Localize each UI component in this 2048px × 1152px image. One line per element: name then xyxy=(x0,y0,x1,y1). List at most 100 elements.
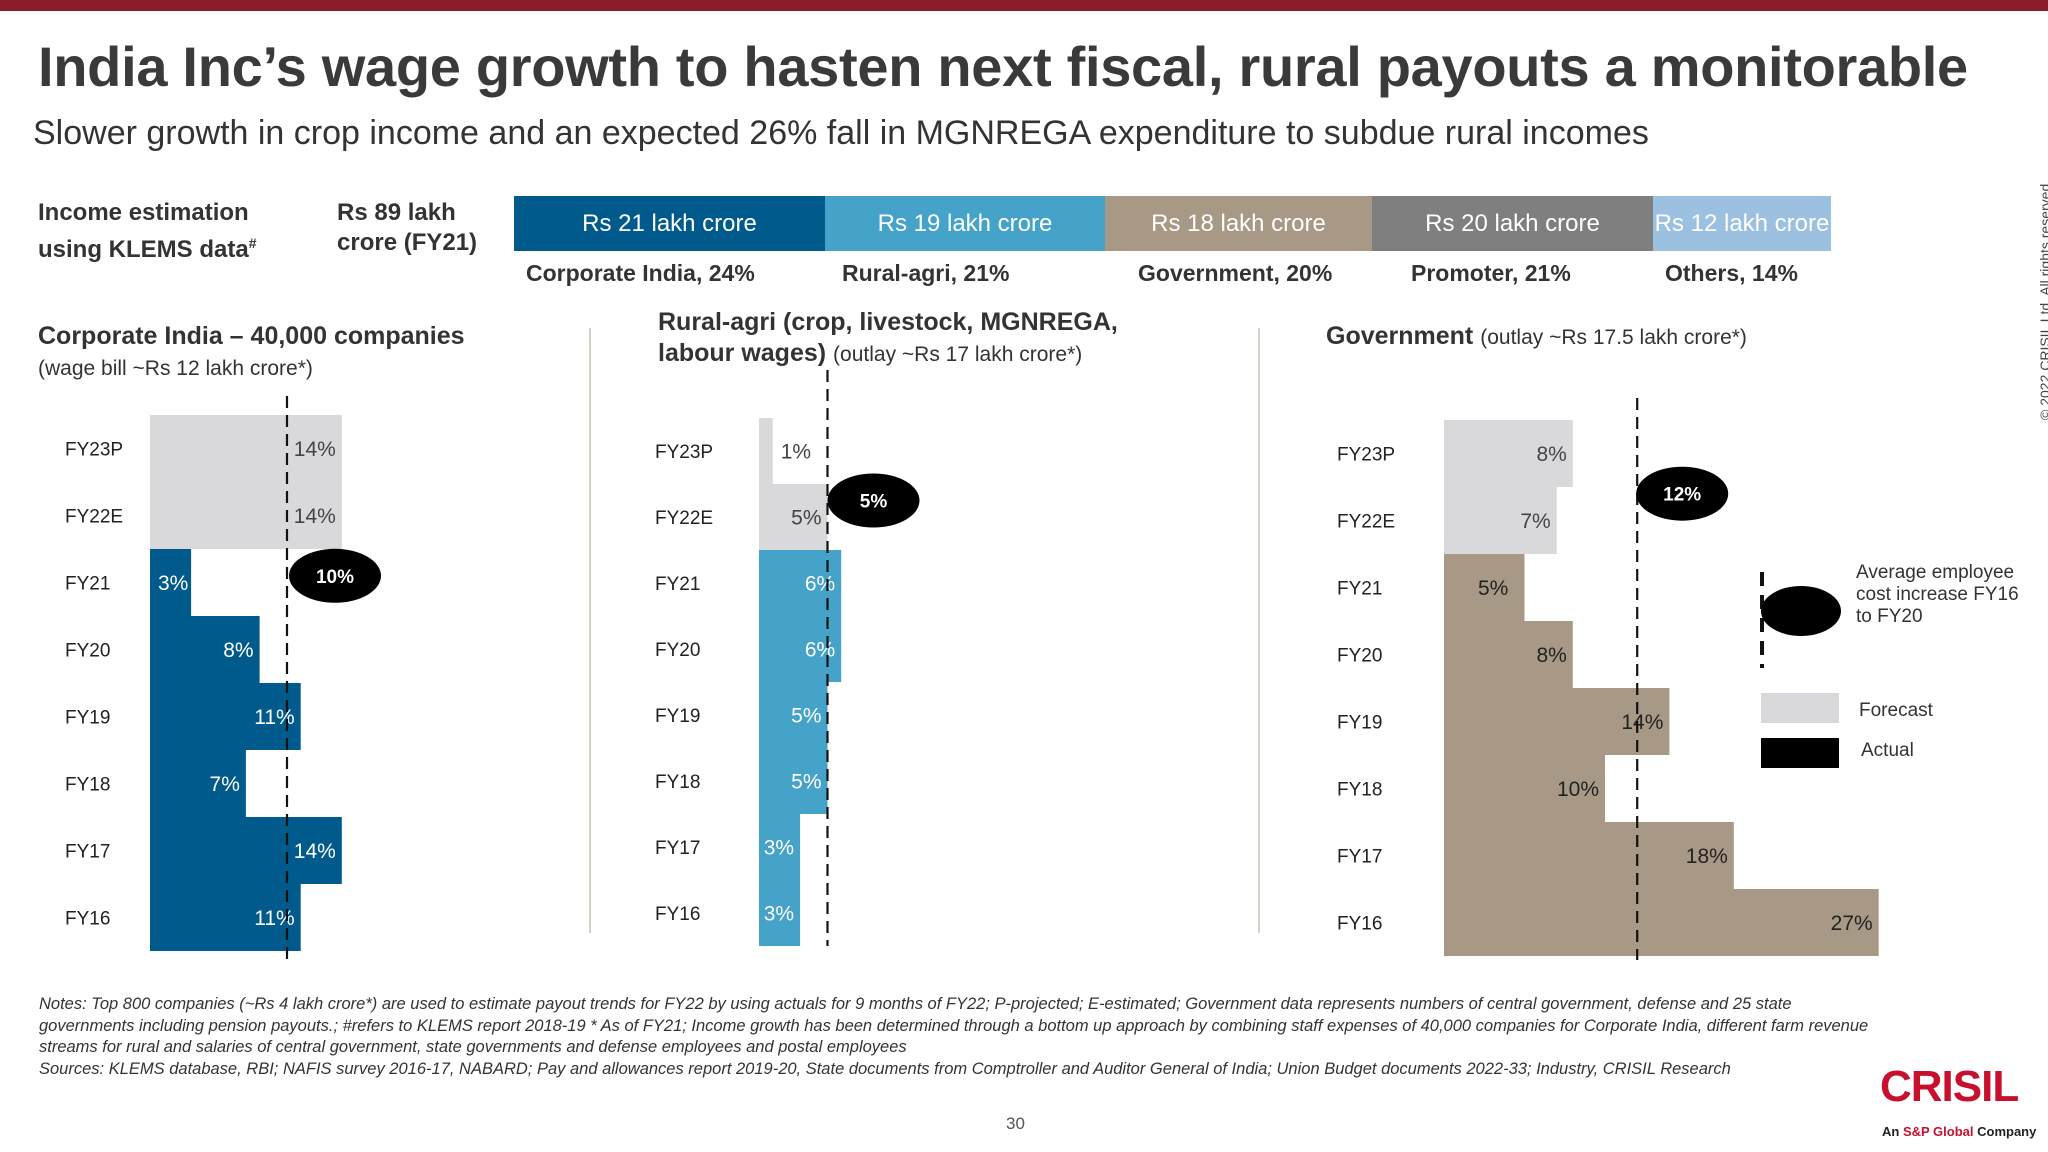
panel-title-corporate: Corporate India – 40,000 companies (wage… xyxy=(38,322,465,380)
category-label: FY22E xyxy=(655,508,713,529)
value-label: 5% xyxy=(791,705,821,728)
bar xyxy=(759,682,828,748)
notes-text: Notes: Top 800 companies (~Rs 4 lakh cro… xyxy=(39,995,1869,1056)
category-label: FY21 xyxy=(65,574,110,595)
value-label: 14% xyxy=(294,438,336,461)
category-label: FY20 xyxy=(65,641,110,662)
bar xyxy=(1444,420,1573,487)
bar xyxy=(1444,554,1525,621)
bar xyxy=(1444,822,1734,889)
value-label: 8% xyxy=(223,639,253,662)
logo-tagline: An S&P Global Company xyxy=(1882,1124,2037,1139)
bar xyxy=(150,683,301,750)
average-oval xyxy=(289,548,381,603)
bar xyxy=(1444,755,1605,822)
page-number: 30 xyxy=(1006,1114,1025,1133)
panel-title-government: Government (outlay ~Rs 17.5 lakh crore*) xyxy=(1326,322,1747,350)
average-oval xyxy=(1636,466,1729,521)
segment-government: Rs 18 lakh crore xyxy=(1105,196,1372,251)
segment-label-corporate: Corporate India, 24% xyxy=(526,260,755,286)
bar xyxy=(759,814,801,880)
category-label: FY23P xyxy=(1337,445,1395,466)
category-label: FY17 xyxy=(655,838,700,859)
value-label: 11% xyxy=(254,706,294,729)
category-label: FY18 xyxy=(655,772,700,793)
value-label: 5% xyxy=(791,507,821,530)
value-label: 8% xyxy=(1536,644,1566,667)
category-label: FY20 xyxy=(1337,646,1382,667)
bar xyxy=(150,884,301,951)
segment-corporate: Rs 21 lakh crore xyxy=(514,196,825,251)
bar xyxy=(1444,889,1879,956)
category-label: FY22E xyxy=(65,507,123,528)
legend-forecast-swatch xyxy=(1761,693,1839,723)
bar xyxy=(150,415,342,482)
segment-promoter: Rs 20 lakh crore xyxy=(1372,196,1653,251)
category-label: FY18 xyxy=(65,775,110,796)
legend-average-oval xyxy=(1761,586,1841,636)
bar xyxy=(759,880,801,946)
bar xyxy=(1444,621,1573,688)
segment-label-rural: Rural-agri, 21% xyxy=(842,260,1010,286)
panel-title-rural: Rural-agri (crop, livestock, MGNREGA, la… xyxy=(658,308,1118,367)
legend-forecast-label: Forecast xyxy=(1859,700,1933,721)
average-value-label: 12% xyxy=(1663,485,1701,506)
category-label: FY17 xyxy=(65,842,110,863)
category-label: FY19 xyxy=(1337,713,1382,734)
value-label: 10% xyxy=(1557,778,1599,801)
bar xyxy=(759,748,828,814)
segment-label-government: Government, 20% xyxy=(1138,260,1333,286)
segment-label-others: Others, 14% xyxy=(1665,260,1798,286)
value-label: 14% xyxy=(294,840,336,863)
panel-divider-1 xyxy=(589,328,591,933)
category-label: FY18 xyxy=(1337,780,1382,801)
bar xyxy=(150,750,246,817)
category-label: FY21 xyxy=(1337,579,1382,600)
legend-actual-label: Actual xyxy=(1861,740,1914,761)
category-label: FY19 xyxy=(655,706,700,727)
notes: Notes: Top 800 companies (~Rs 4 lakh cro… xyxy=(39,994,1869,1080)
income-total-label: Rs 89 lakh crore (FY21) xyxy=(337,199,478,256)
value-label: 3% xyxy=(158,572,188,595)
crisil-logo: CRISIL xyxy=(1880,1062,2019,1111)
top-accent-bar xyxy=(0,0,2048,11)
page-title: India Inc’s wage growth to hasten next f… xyxy=(38,35,1968,98)
value-label: 27% xyxy=(1831,912,1873,935)
value-label: 7% xyxy=(1520,510,1550,533)
bar xyxy=(759,418,773,484)
bar xyxy=(1444,688,1670,755)
bar xyxy=(1444,487,1557,554)
legend-average-label: Average employee cost increase FY16 to F… xyxy=(1856,562,2019,627)
category-label: FY20 xyxy=(655,640,700,661)
income-estimation-label: Income estimation using KLEMS data# xyxy=(38,199,257,263)
category-label: FY23P xyxy=(65,440,123,461)
value-label: 6% xyxy=(805,639,835,662)
segment-others: Rs 12 lakh crore xyxy=(1653,196,1831,251)
category-label: FY16 xyxy=(655,904,700,925)
value-label: 6% xyxy=(805,573,835,596)
value-label: 3% xyxy=(764,837,794,860)
value-label: 14% xyxy=(294,505,336,528)
category-label: FY16 xyxy=(65,909,110,930)
category-label: FY23P xyxy=(655,442,713,463)
segment-rural: Rs 19 lakh crore xyxy=(825,196,1105,251)
value-label: 5% xyxy=(791,771,821,794)
average-value-label: 10% xyxy=(316,567,354,588)
value-label: 11% xyxy=(254,907,294,930)
bar xyxy=(759,484,828,550)
bar xyxy=(150,616,260,683)
bar xyxy=(150,482,342,549)
value-label: 7% xyxy=(210,773,240,796)
category-label: FY16 xyxy=(1337,914,1382,935)
copyright: © 2022 CRISIL Ltd. All rights reserved. xyxy=(2037,179,2048,420)
value-label: 8% xyxy=(1536,443,1566,466)
sources-text: Sources: KLEMS database, RBI; NAFIS surv… xyxy=(39,1059,1731,1078)
value-label: 5% xyxy=(1478,577,1508,600)
value-label: 1% xyxy=(781,441,811,464)
average-value-label: 5% xyxy=(860,492,888,513)
page-subtitle: Slower growth in crop income and an expe… xyxy=(33,114,1649,152)
value-label: 18% xyxy=(1686,845,1728,868)
bar xyxy=(150,549,192,616)
value-label: 3% xyxy=(764,903,794,926)
